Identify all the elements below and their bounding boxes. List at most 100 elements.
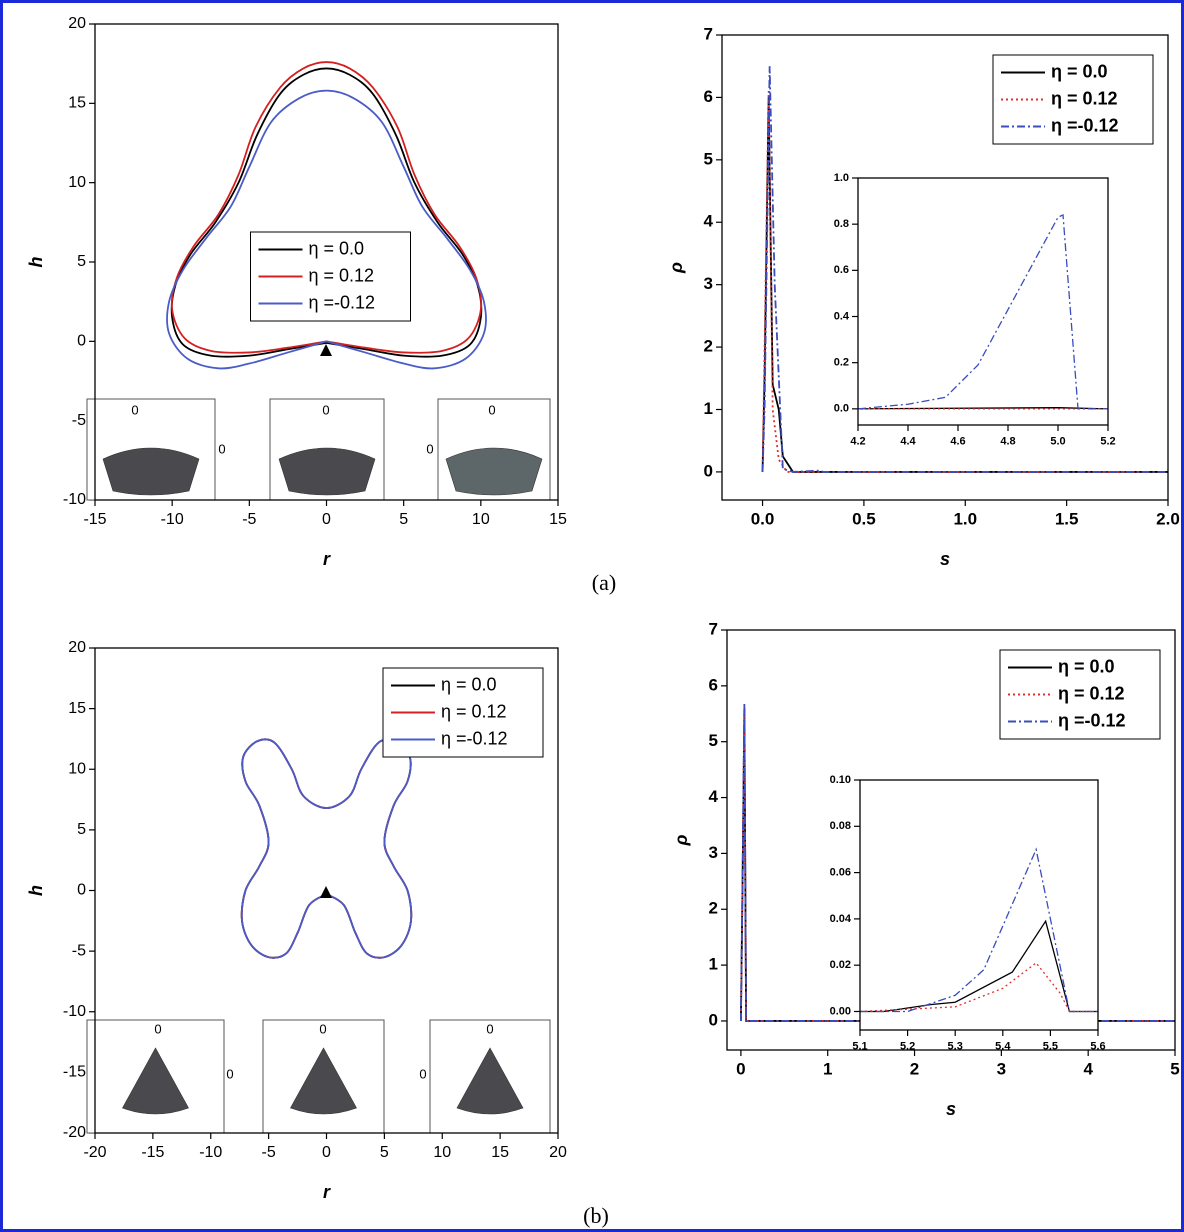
inset-background [860, 780, 1098, 1030]
legend-label: η =-0.12 [1058, 710, 1126, 730]
y-tick-label: 1 [704, 399, 713, 418]
x-tick-label: 4.6 [950, 436, 965, 448]
x-tick-label: 0.0 [751, 510, 775, 529]
series-line [859, 961, 1098, 1013]
inset-chart: 5.1 5.2 5.3 5.4 5.5 5.6 0.00 0.02 0.04 0.06 0.08 0.… [830, 774, 1106, 1053]
x-tick-label: 5.6 [1090, 1041, 1105, 1053]
plot-frame [721, 34, 1169, 501]
x-tick-label: 0 [322, 1144, 331, 1161]
legend: η = 0.0 η = 0.12 η =-0.12 [382, 667, 544, 758]
y-tick-label: 4 [709, 787, 719, 806]
y-tick-label: 10 [68, 174, 86, 191]
y-tick-label: 7 [704, 24, 713, 43]
chart: -20 -15 -10 -5 0 5 10 15 20 -20 -15 -10 -5 0 5 10 15 20 0 0… [26, 639, 567, 1202]
y-tick-label: 0.10 [830, 774, 851, 786]
shape-render [102, 447, 200, 496]
x-axis-label: r [323, 549, 331, 569]
x-tick-label: 0 [736, 1060, 745, 1079]
shape-render [290, 1047, 357, 1115]
y-tick-label: 0.06 [830, 866, 851, 878]
legend-box [992, 54, 1154, 145]
y-tick-label: 2 [704, 337, 713, 356]
shape-label: 0 [226, 1066, 233, 1081]
x-tick-label: 5.0 [1050, 436, 1065, 448]
x-tick-label: 5 [399, 511, 408, 528]
y-tick-label: 0 [77, 882, 86, 899]
shape-label: 0 [426, 441, 433, 456]
y-tick-label: 0 [709, 1010, 718, 1029]
x-tick-label: 5 [380, 1144, 389, 1161]
y-tick-label: 0.02 [830, 959, 851, 971]
y-axis-label: h [26, 257, 46, 268]
plot-frame [726, 629, 1176, 1051]
shape-label: 0 [319, 1021, 326, 1036]
x-tick-label: 4.2 [850, 436, 865, 448]
x-tick-label: -5 [262, 1144, 276, 1161]
y-axis-label: ρ [671, 834, 691, 846]
series-line [170, 67, 483, 358]
y-tick-label: 6 [709, 675, 718, 694]
legend-label: η =-0.12 [309, 292, 376, 312]
y-tick-label: -5 [72, 412, 86, 429]
inset-background [858, 178, 1108, 425]
x-axis-label: s [946, 1099, 956, 1119]
x-tick-label: 5.4 [995, 1041, 1011, 1053]
inset-chart: 4.2 4.4 4.6 4.8 5.0 5.2 0.0 0.2 0.4 0.6 0.8 1.0 [834, 172, 1116, 448]
shape-label: 0 [154, 1021, 161, 1036]
y-tick-label: 5 [709, 731, 718, 750]
y-tick-label: -20 [63, 1124, 86, 1141]
series-line [166, 89, 487, 370]
y-tick-label: 20 [68, 639, 86, 656]
y-tick-label: 5 [704, 149, 713, 168]
y-tick-label: -10 [63, 1003, 86, 1020]
x-tick-label: 5.2 [1100, 436, 1115, 448]
x-tick-label: 3 [997, 1060, 1006, 1079]
shape-label: 0 [419, 1066, 426, 1081]
chart: -15 -10 -5 0 5 10 15 -10 -5 0 5 10 15 20 0 0 0 0 0 r h η = 0.… [26, 15, 567, 569]
y-tick-label: 0.08 [830, 820, 851, 832]
legend-label: η = 0.0 [1058, 656, 1115, 676]
series-line [170, 61, 483, 354]
series-line [857, 213, 1108, 410]
legend-label: η = 0.0 [441, 674, 497, 694]
x-tick-label: 10 [472, 511, 490, 528]
legend-label: η = 0.12 [441, 701, 507, 721]
plot-frame [94, 23, 559, 501]
shape-label: 0 [486, 1021, 493, 1036]
x-tick-label: -5 [242, 511, 256, 528]
y-tick-label: -10 [63, 491, 86, 508]
panel-label: (a) [592, 570, 616, 595]
y-tick-label: 0 [704, 461, 713, 480]
legend-label: η = 0.0 [309, 238, 365, 258]
x-tick-label: 2 [910, 1060, 919, 1079]
y-tick-label: 20 [68, 15, 86, 32]
shape-render [122, 1047, 189, 1115]
x-tick-label: -15 [83, 511, 106, 528]
x-tick-label: 5.5 [1043, 1041, 1058, 1053]
series-line [860, 847, 1098, 1013]
legend-label: η = 0.12 [1058, 683, 1125, 703]
x-tick-label: 2.0 [1156, 510, 1180, 529]
y-tick-label: 5 [77, 821, 86, 838]
x-tick-label: 10 [433, 1144, 451, 1161]
x-tick-label: 5 [1170, 1060, 1179, 1079]
x-tick-label: 1.0 [953, 510, 977, 529]
shape-render [456, 1047, 524, 1115]
x-tick-label: 4 [1083, 1060, 1093, 1079]
x-tick-label: -10 [161, 511, 184, 528]
origin-marker [320, 344, 332, 356]
x-tick-label: -10 [199, 1144, 222, 1161]
y-tick-label: 1 [709, 955, 718, 974]
y-tick-label: 1.0 [834, 172, 849, 184]
legend-label: η =-0.12 [1051, 115, 1119, 135]
y-tick-label: 15 [68, 700, 86, 717]
y-tick-label: 0.2 [834, 357, 849, 369]
x-tick-label: -20 [83, 1144, 106, 1161]
shape-label: 0 [218, 441, 225, 456]
x-axis-label: s [940, 549, 950, 569]
y-tick-label: 0.4 [834, 310, 850, 322]
shape-render [445, 447, 543, 496]
x-tick-label: 1.5 [1055, 510, 1079, 529]
